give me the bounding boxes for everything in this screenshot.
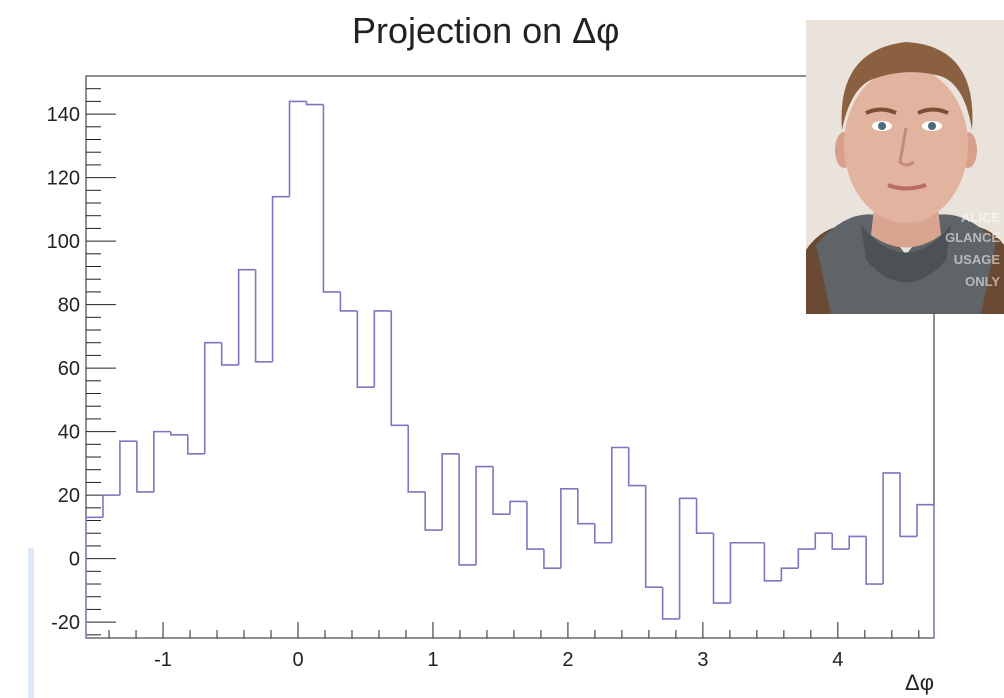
histogram-bin [119,440,137,496]
x-tick-label: 3 [697,649,708,671]
histogram-bin [814,532,833,550]
histogram-bin [237,268,256,365]
portrait-image [806,20,1004,314]
histogram-bin [831,533,850,550]
histogram-bin [102,494,120,518]
histogram-bin [186,434,205,455]
histogram-bin [916,503,935,638]
histogram-bin [170,431,188,436]
histogram-bin [678,497,697,619]
histogram-bin [407,425,426,493]
x-tick-label: 4 [832,649,843,671]
x-tick-label: -1 [154,649,172,671]
histogram-bin [153,430,171,492]
watermark-line-2: GLANCE [945,230,1000,245]
histogram-bin [373,310,392,388]
chart-title: Projection on Δφ [352,10,620,51]
histogram-bin [441,453,460,531]
histogram-bin [254,269,273,363]
watermark-line-3: USAGE [953,252,1000,267]
histogram-bin [475,465,494,565]
histogram-bin [322,104,341,293]
y-tick-label: 0 [69,549,80,571]
x-axis-label: Δφ [905,670,934,695]
histogram-bin [288,100,307,197]
histogram-bin [627,447,646,487]
y-tick-label: 100 [47,231,80,253]
y-tick-label: 80 [58,295,80,317]
y-tick-label: 120 [47,168,80,190]
watermark-line-1: ALICE [961,210,1000,225]
histogram-bin [797,548,816,569]
histogram-bin [560,487,578,569]
watermark-line-4: ONLY [965,274,1000,289]
x-tick-label: 1 [427,649,438,671]
histogram-bin [220,342,239,366]
histogram-bin [543,549,561,569]
histogram-bin [203,341,222,454]
y-tick-label: 20 [58,485,80,507]
histogram-bin [780,567,799,581]
histogram-bin [882,472,901,585]
plot-frame [85,75,935,639]
y-tick-label: 140 [47,104,80,126]
histogram-bin [594,523,612,544]
speaker-photo: ALICE GLANCE USAGE ONLY [806,20,1004,314]
histogram-bin [424,491,443,531]
histogram-bin [577,488,595,525]
histogram-bin [339,291,358,312]
x-tick-label: 0 [292,649,303,671]
y-tick-label: 40 [58,422,80,444]
histogram-bin [899,472,918,538]
histogram-bin [492,466,510,515]
histogram-bin [136,441,154,493]
histogram-bin [390,310,409,427]
y-tick-label: -20 [51,612,80,634]
histogram-bin [85,516,103,638]
histogram-bin [729,541,748,604]
x-tick-label: 2 [562,649,573,671]
histogram-bin [458,453,477,566]
histogram-bin [509,500,527,515]
histogram-bin [695,498,714,535]
histogram-bin [848,535,867,550]
histogram-bin [644,485,663,588]
histogram-bin [271,195,290,362]
histogram-bin [610,446,629,543]
y-tick-label: 60 [58,358,80,380]
histogram-bin [661,587,680,620]
histogram-bin [763,542,782,582]
left-edge-strip [28,548,34,698]
histogram-bin [865,536,884,585]
histogram-bin [305,101,324,106]
histogram-bin [526,501,544,550]
histogram-bin [356,310,375,388]
histogram-bin [712,533,731,604]
